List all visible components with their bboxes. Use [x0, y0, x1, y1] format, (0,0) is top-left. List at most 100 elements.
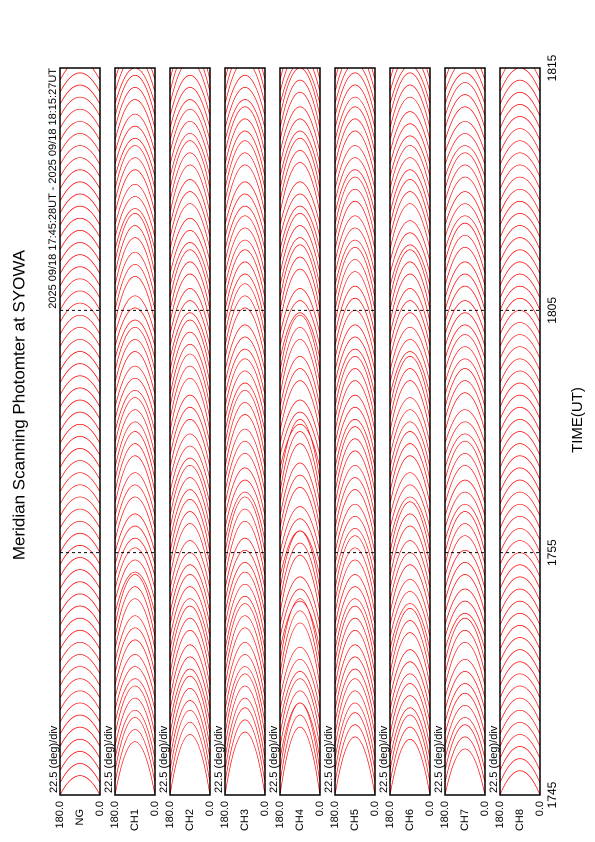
scan-profile [115, 666, 155, 711]
scan-profile [225, 584, 265, 638]
scan-profile [60, 290, 100, 311]
scan-profile [335, 227, 375, 275]
scan-profile [60, 690, 100, 711]
scan-profile [500, 661, 540, 687]
scan-profile [225, 164, 265, 214]
scan-profile [390, 632, 430, 687]
scan-profile [390, 203, 430, 250]
scan-profile [445, 145, 485, 178]
scan-profile [60, 533, 100, 553]
scan-profile [115, 496, 155, 541]
scan-profile [60, 727, 100, 747]
scan-profile [170, 230, 210, 275]
scan-profile [500, 346, 540, 372]
scan-profile [170, 99, 210, 141]
scan-profile [225, 402, 265, 456]
scan-profile [225, 239, 265, 287]
scan-profile [280, 244, 320, 299]
scan-profile [445, 312, 485, 347]
scan-profile [500, 68, 540, 69]
scan-profile [115, 339, 155, 384]
scan-profile [170, 366, 210, 420]
scan-profile [60, 751, 100, 771]
scan-profile [170, 395, 210, 444]
chart-subtitle: 2025 09/18 17:45:28UT - 2025 09/18 18:15… [47, 68, 59, 309]
scan-profile [60, 230, 100, 250]
scan-profile [390, 5, 430, 44]
scan-profile [280, 92, 320, 141]
scan-profile [225, 719, 265, 783]
scan-profile [60, 605, 100, 626]
scan-profile [115, 99, 155, 141]
scan-profile [445, 215, 485, 250]
scan-profile [60, 96, 100, 117]
scan-profile [225, 521, 265, 577]
scan-profile [500, 746, 540, 771]
scan-profile [225, 429, 265, 481]
scan-profile [500, 625, 540, 650]
scan-profile [60, 763, 100, 784]
scan-profile [60, 242, 100, 263]
channel-label: CH8 [514, 809, 526, 831]
scan-profile [280, 530, 320, 590]
scan-profile [225, 572, 265, 626]
scan-profile [60, 557, 100, 578]
panel-frame [169, 67, 211, 796]
scan-profile [115, 87, 155, 129]
scan-profile [335, 84, 375, 129]
scan-profile [445, 704, 485, 747]
scan-profile [390, 443, 430, 493]
scan-profile [390, 191, 430, 238]
scan-profile [335, 348, 375, 396]
scan-profile [115, 729, 155, 783]
panel [500, 68, 540, 795]
scan-profile [60, 121, 100, 141]
scan-profile [280, 368, 320, 420]
scan-profile [390, 96, 430, 141]
scan-profile [500, 758, 540, 784]
scan-profile [500, 673, 540, 699]
panel-frame [279, 67, 321, 796]
scan-profile [60, 339, 100, 359]
scan-profile [390, 300, 430, 347]
panel-frame [224, 67, 266, 796]
scan-profile [335, 586, 375, 638]
scan-profile [60, 630, 100, 650]
y-tick-label: 180.0 [274, 801, 286, 829]
scan-profile [225, 697, 265, 759]
x-axis-label: TIME(UT) [569, 387, 586, 453]
scan-profile [60, 412, 100, 432]
scan-profile [60, 678, 100, 699]
scan-profile [280, 518, 320, 565]
scan-profile [280, 315, 320, 371]
scan-profile [225, 68, 265, 81]
scan-profile [115, 307, 155, 347]
y-tick-label: 180.0 [219, 801, 231, 829]
scan-profile [335, 215, 375, 262]
scan-profile [335, 668, 375, 723]
scan-profile [225, 68, 265, 93]
scan-profile [390, 339, 430, 384]
scan-profile [170, 477, 210, 529]
scan-profile [335, 130, 375, 178]
scan-profile [390, 356, 430, 408]
scan-profile [335, 336, 375, 384]
scan-profile [445, 588, 485, 626]
scan-profile [280, 554, 320, 614]
scan-profile [335, 535, 375, 590]
scan-profile [280, 339, 320, 396]
scan-profile [225, 181, 265, 226]
scan-profile [225, 68, 265, 69]
scan-profile [335, 68, 375, 105]
scan-profile [390, 17, 430, 56]
scan-profile [500, 612, 540, 638]
scan-profile [335, 68, 375, 69]
scan-profile [500, 406, 540, 432]
scan-profile [115, 319, 155, 359]
scan-profile [335, 368, 375, 420]
scan-profile [445, 535, 485, 577]
scale-label: 22.5 (deg)/div [213, 725, 225, 793]
scan-profile [390, 249, 430, 299]
scan-profile [280, 138, 320, 190]
scan-profile [390, 525, 430, 577]
